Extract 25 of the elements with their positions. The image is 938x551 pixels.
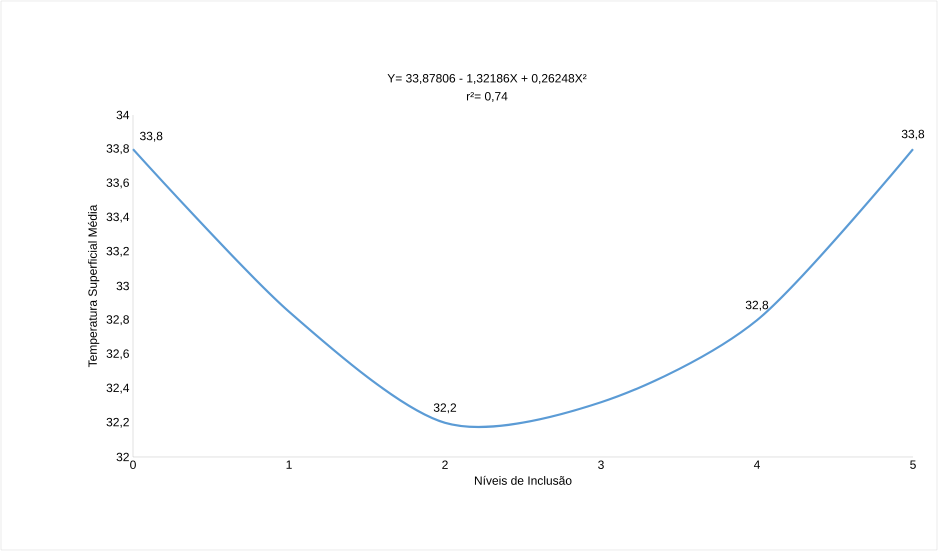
data-label: 33,8	[140, 132, 162, 142]
x-tick-label: 4	[754, 460, 760, 469]
y-tick-label: 32,4	[106, 384, 130, 394]
x-tick-label: 2	[442, 460, 448, 469]
y-tick-label: 32,8	[106, 315, 129, 326]
x-tick-label: 1	[286, 460, 292, 469]
x-axis-title: Níveis de Inclusão	[474, 476, 572, 485]
text: r²= 0,74	[466, 92, 508, 102]
y-tick-label: 33,8	[106, 144, 129, 154]
y-axis-title: Temperatura Superficial Média	[88, 204, 100, 368]
x-tick-label: 3	[598, 460, 604, 470]
y-tick-label: 32,2	[106, 418, 129, 428]
y-tick-label: 32,6	[106, 349, 129, 360]
y-tick-label: 33,4	[106, 212, 130, 223]
x-tick-label: 5	[910, 460, 916, 469]
data-label: 32,8	[746, 300, 768, 311]
text: Y= 33,87806 - 1,32186X + 0,26248X²	[388, 74, 586, 84]
y-tick-label: 34	[116, 110, 130, 120]
data-label: 32,2	[434, 403, 456, 414]
y-tick-label: 32	[116, 452, 129, 462]
data-label: 33,8	[902, 130, 924, 140]
y-tick-label: 33,2	[106, 246, 129, 257]
y-tick-label: 33	[116, 282, 129, 290]
y-tick-label: 33,6	[106, 178, 129, 188]
x-tick-label: 0	[130, 460, 136, 470]
